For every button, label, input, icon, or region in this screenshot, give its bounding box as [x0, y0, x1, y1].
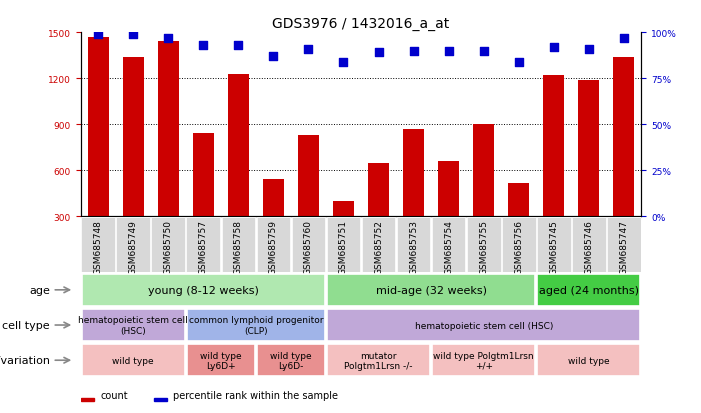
Bar: [508, 183, 529, 263]
Bar: [298, 135, 319, 263]
Bar: [613, 57, 634, 263]
Text: GSM685758: GSM685758: [234, 220, 243, 275]
Bar: [154, 399, 167, 401]
Point: [548, 45, 559, 51]
Bar: [292, 217, 325, 272]
Bar: [116, 217, 150, 272]
Bar: [257, 217, 290, 272]
Point: [618, 35, 629, 42]
Text: hematopoietic stem cell (HSC): hematopoietic stem cell (HSC): [414, 321, 553, 330]
Bar: [368, 163, 389, 263]
Text: GSM685753: GSM685753: [409, 220, 418, 275]
Text: hematopoietic stem cell
(HSC): hematopoietic stem cell (HSC): [79, 316, 188, 335]
Bar: [88, 38, 109, 263]
FancyBboxPatch shape: [82, 344, 185, 377]
Point: [513, 59, 524, 66]
Point: [583, 46, 594, 53]
Text: wild type: wild type: [112, 356, 154, 365]
Point: [198, 43, 209, 49]
FancyBboxPatch shape: [257, 344, 325, 377]
Title: GDS3976 / 1432016_a_at: GDS3976 / 1432016_a_at: [273, 17, 449, 31]
Text: cell type: cell type: [2, 320, 50, 330]
Text: GSM685760: GSM685760: [304, 220, 313, 275]
Bar: [327, 217, 360, 272]
Bar: [193, 134, 214, 263]
Point: [163, 35, 174, 42]
Bar: [432, 217, 465, 272]
Text: GSM685747: GSM685747: [620, 220, 628, 274]
FancyBboxPatch shape: [432, 344, 536, 377]
Bar: [607, 217, 641, 272]
Text: GSM685749: GSM685749: [129, 220, 137, 274]
Text: aged (24 months): aged (24 months): [539, 285, 639, 295]
Bar: [397, 217, 430, 272]
Text: GSM685750: GSM685750: [164, 220, 172, 275]
Bar: [537, 217, 571, 272]
Text: genotype/variation: genotype/variation: [0, 355, 50, 366]
Bar: [403, 130, 424, 263]
Text: mid-age (32 weeks): mid-age (32 weeks): [376, 285, 486, 295]
Bar: [158, 42, 179, 263]
Text: young (8-12 weeks): young (8-12 weeks): [148, 285, 259, 295]
FancyBboxPatch shape: [186, 309, 325, 342]
Bar: [81, 217, 115, 272]
Point: [233, 43, 244, 49]
Point: [303, 46, 314, 53]
Bar: [572, 217, 606, 272]
Text: percentile rank within the sample: percentile rank within the sample: [173, 390, 338, 400]
Text: GSM685756: GSM685756: [515, 220, 523, 275]
FancyBboxPatch shape: [186, 344, 255, 377]
FancyBboxPatch shape: [538, 274, 641, 306]
Text: age: age: [29, 285, 50, 295]
Bar: [438, 162, 459, 263]
Point: [268, 54, 279, 60]
Point: [128, 31, 139, 38]
Text: GSM685754: GSM685754: [444, 220, 453, 274]
FancyBboxPatch shape: [82, 309, 185, 342]
Point: [338, 59, 349, 66]
Text: GSM685748: GSM685748: [94, 220, 102, 274]
Bar: [263, 179, 284, 263]
FancyBboxPatch shape: [327, 274, 536, 306]
Text: GSM685752: GSM685752: [374, 220, 383, 274]
Bar: [473, 125, 494, 263]
Point: [373, 50, 384, 57]
Text: wild type Polgtm1Lrsn
+/+: wild type Polgtm1Lrsn +/+: [433, 351, 534, 370]
Text: wild type
Ly6D+: wild type Ly6D+: [200, 351, 242, 370]
Bar: [81, 399, 94, 401]
Bar: [186, 217, 220, 272]
Point: [443, 48, 454, 55]
Point: [93, 31, 104, 38]
Bar: [578, 81, 599, 263]
Point: [408, 48, 419, 55]
Text: GSM685751: GSM685751: [339, 220, 348, 275]
Bar: [543, 76, 564, 263]
Text: GSM685755: GSM685755: [479, 220, 488, 275]
Bar: [502, 217, 536, 272]
Text: GSM685746: GSM685746: [585, 220, 593, 274]
Text: mutator
Polgtm1Lrsn -/-: mutator Polgtm1Lrsn -/-: [344, 351, 413, 370]
FancyBboxPatch shape: [82, 274, 325, 306]
Text: GSM685757: GSM685757: [199, 220, 207, 275]
Bar: [467, 217, 501, 272]
Bar: [362, 217, 395, 272]
Text: wild type: wild type: [568, 356, 610, 365]
Text: GSM685745: GSM685745: [550, 220, 558, 274]
FancyBboxPatch shape: [327, 309, 641, 342]
FancyBboxPatch shape: [327, 344, 430, 377]
Text: wild type
Ly6D-: wild type Ly6D-: [270, 351, 312, 370]
Text: count: count: [100, 390, 128, 400]
Bar: [228, 74, 249, 263]
Point: [478, 48, 489, 55]
Text: common lymphoid progenitor
(CLP): common lymphoid progenitor (CLP): [189, 316, 323, 335]
Text: GSM685759: GSM685759: [269, 220, 278, 275]
Bar: [123, 57, 144, 263]
Bar: [333, 202, 354, 263]
Bar: [222, 217, 255, 272]
FancyBboxPatch shape: [538, 344, 641, 377]
Bar: [151, 217, 185, 272]
